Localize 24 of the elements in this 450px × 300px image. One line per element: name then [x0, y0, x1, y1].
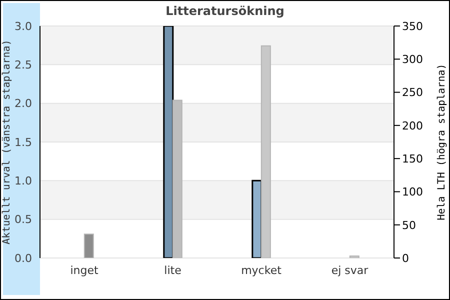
y2-tick-label: 350	[402, 20, 423, 33]
bar	[260, 45, 271, 258]
y2-tick-label: 50	[402, 218, 416, 232]
y2-tick-label: 250	[402, 86, 423, 100]
y-tick-label: 1.5	[14, 136, 32, 149]
y2-tick-label: 150	[402, 152, 423, 166]
y-axis-title: Aktuellt urval (vänstra staplarna)	[2, 40, 13, 244]
y2-tick-label: 100	[402, 186, 423, 199]
chart-title: Litteratursökning	[164, 4, 286, 18]
x-tick-label: inget	[70, 264, 99, 277]
y-tick-label: 2.0	[14, 97, 32, 110]
y2-tick-label: 0	[402, 252, 409, 265]
x-tick-label: ej svar	[331, 264, 369, 277]
y-tick-label: 0.5	[14, 213, 32, 226]
x-tick-label: mycket	[241, 264, 282, 277]
y-tick-label: 2.5	[14, 58, 32, 72]
x-tick-label: lite	[164, 264, 182, 277]
bar	[84, 234, 94, 258]
y2-tick-label: 200	[402, 119, 423, 132]
y2-tick-label: 300	[402, 53, 423, 66]
y-tick-label: 1.0	[14, 174, 32, 188]
y2-axis-title: Hela LTH (högra staplarna)	[436, 64, 448, 220]
y-tick-label: 0.0	[14, 252, 32, 265]
y-tick-label: 3.0	[14, 20, 32, 33]
